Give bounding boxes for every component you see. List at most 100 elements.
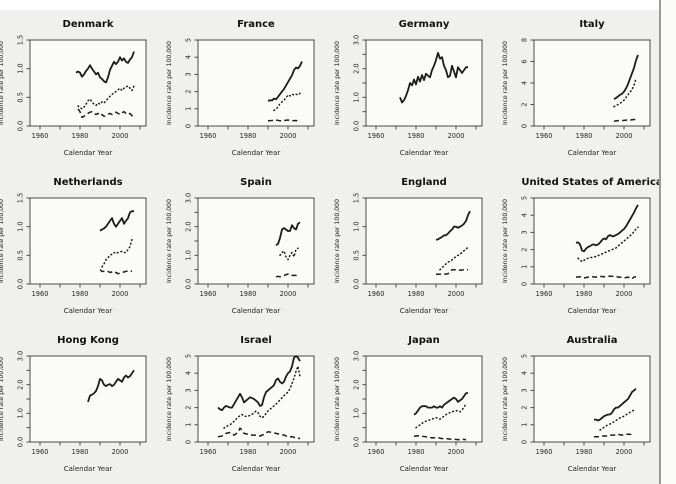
x-axis-label: Calendar Year	[64, 465, 113, 473]
y-tick-label: 0.0	[185, 279, 193, 290]
x-axis-label: Calendar Year	[64, 307, 113, 315]
y-tick-label: 2	[185, 89, 193, 93]
x-tick-label: 1960	[368, 132, 385, 140]
plot-box	[365, 197, 483, 285]
y-tick-label: 1.5	[353, 193, 361, 204]
chart-panel-japan: Japan 1960 1980 2000 0.0 1.0 2.0 3.0 Calendar Ye…	[326, 326, 494, 484]
x-tick-label: 1960	[368, 290, 385, 298]
series-line-solid	[75, 51, 135, 84]
plot-box	[197, 39, 315, 127]
chart-title: France	[237, 19, 275, 30]
x-tick-label: 2000	[280, 290, 297, 298]
series-line-solid	[575, 204, 639, 253]
y-tick-label: 2	[521, 247, 529, 251]
y-tick-label: 1.0	[353, 408, 361, 419]
y-tick-label: 0	[521, 124, 529, 128]
y-tick-label: 0	[521, 440, 529, 444]
y-tick-label: 0.0	[17, 437, 25, 448]
y-tick-label: 0.5	[17, 250, 25, 261]
chart-panel-italy: Italy 1960 1980 2000 0 2 4 6 8 Calendar Year Incid…	[494, 10, 659, 168]
x-tick-label: 1960	[368, 448, 385, 456]
y-tick-label: 5	[521, 354, 529, 358]
series-line-dotted	[279, 247, 299, 261]
x-tick-label: 1980	[72, 448, 89, 456]
y-axis-label: Incidence rate per 100,000	[0, 357, 5, 441]
y-axis-label: Incidence rate per 100,000	[0, 41, 5, 125]
chart-title: England	[401, 177, 447, 188]
plot-svg: Israel 1960 1980 2000 0 1 2 3 4 5 Calendar Year Inc…	[166, 335, 315, 473]
plot-svg: Hong Kong 1960 1980 2000 0.0 1.0 2.0 3.0 Calenda…	[0, 335, 147, 473]
y-tick-label: 0.0	[353, 279, 361, 290]
chart-title: Spain	[240, 177, 272, 188]
y-tick-label: 8	[521, 38, 529, 42]
series-line-dashed	[217, 427, 301, 440]
series-line-dotted	[273, 92, 301, 112]
x-tick-label: 2000	[448, 132, 465, 140]
chart-grid: Denmark 1960 1980 2000 0.0 0.5 1.0 1.5 Calendar …	[0, 10, 659, 484]
plot-svg: United States of America 1960 1980 2000 0 1 2 3…	[502, 177, 659, 315]
y-tick-label: 1.0	[353, 92, 361, 103]
chart-title: Japan	[407, 335, 440, 346]
chart-panel-england: England 1960 1980 2000 0.0 0.5 1.0 1.5 Calendar …	[326, 168, 494, 326]
series-line-solid	[267, 61, 303, 102]
y-tick-label: 1.0	[17, 221, 25, 232]
x-tick-label: 1980	[72, 290, 89, 298]
chart-title: Netherlands	[53, 177, 122, 188]
series-line-solid	[275, 221, 301, 247]
y-axis-label: Incidence rate per 100,000	[166, 357, 173, 441]
series-line-dotted	[223, 365, 301, 429]
x-axis-label: Calendar Year	[400, 465, 449, 473]
x-tick-label: 2000	[616, 448, 633, 456]
plot-svg: France 1960 1980 2000 0 1 2 3 4 5 Calendar Year Inc…	[166, 19, 315, 157]
x-tick-label: 2000	[112, 132, 129, 140]
x-axis-label: Calendar Year	[400, 149, 449, 157]
series-line-dotted	[577, 226, 639, 263]
chart-title: Italy	[579, 19, 605, 30]
chart-title: Germany	[399, 19, 450, 30]
series-line-solid	[435, 210, 471, 241]
x-tick-label: 1960	[32, 132, 49, 140]
plot-figure-background: Denmark 1960 1980 2000 0.0 0.5 1.0 1.5 Calendar …	[0, 10, 659, 484]
series-line-dashed	[267, 119, 301, 123]
chart-panel-australia: Australia 1960 1980 2000 0 1 2 3 4 5 Calendar Year…	[494, 326, 659, 484]
plot-box	[533, 197, 651, 285]
y-tick-label: 1.5	[17, 35, 25, 46]
y-tick-label: 1.0	[17, 408, 25, 419]
chart-panel-spain: Spain 1960 1980 2000 0.0 1.0 2.0 3.0 Calendar Ye…	[158, 168, 326, 326]
y-tick-label: 6	[521, 59, 529, 63]
plot-box	[29, 39, 147, 127]
x-tick-label: 1980	[72, 132, 89, 140]
chart-panel-netherlands: Netherlands 1960 1980 2000 0.0 0.5 1.0 1.5 Calen…	[0, 168, 158, 326]
y-tick-label: 4	[185, 371, 193, 375]
y-axis-label: Incidence rate per 100,000	[334, 41, 341, 125]
plot-svg: Spain 1960 1980 2000 0.0 1.0 2.0 3.0 Calendar Ye…	[166, 177, 315, 315]
x-tick-label: 1960	[200, 290, 217, 298]
y-tick-label: 2.0	[185, 221, 193, 232]
y-tick-label: 2	[185, 405, 193, 409]
y-axis-label: Incidence rate per 100,000	[334, 199, 341, 283]
y-tick-label: 3	[185, 72, 193, 76]
x-axis-label: Calendar Year	[232, 465, 281, 473]
x-tick-label: 2000	[616, 290, 633, 298]
y-tick-label: 1	[185, 107, 193, 111]
chart-panel-france: France 1960 1980 2000 0 1 2 3 4 5 Calendar Year Inc…	[158, 10, 326, 168]
x-tick-label: 2000	[448, 290, 465, 298]
x-tick-label: 1980	[240, 132, 257, 140]
y-tick-label: 3.0	[353, 35, 361, 46]
y-tick-label: 2	[521, 405, 529, 409]
x-tick-label: 1960	[200, 448, 217, 456]
y-tick-label: 5	[521, 196, 529, 200]
y-tick-label: 4	[185, 55, 193, 59]
series-line-dashed	[413, 434, 467, 441]
y-tick-label: 4	[521, 371, 529, 375]
x-tick-label: 1980	[408, 448, 425, 456]
chart-title: Australia	[567, 335, 618, 346]
y-tick-label: 1.0	[17, 63, 25, 74]
series-line-solid	[399, 52, 468, 104]
x-tick-label: 2000	[616, 132, 633, 140]
y-axis-label: Incidence rate per 100,000	[502, 41, 509, 125]
series-line-solid	[99, 210, 134, 232]
y-axis-label: Incidence rate per 100,000	[166, 41, 173, 125]
y-tick-label: 0	[185, 124, 193, 128]
